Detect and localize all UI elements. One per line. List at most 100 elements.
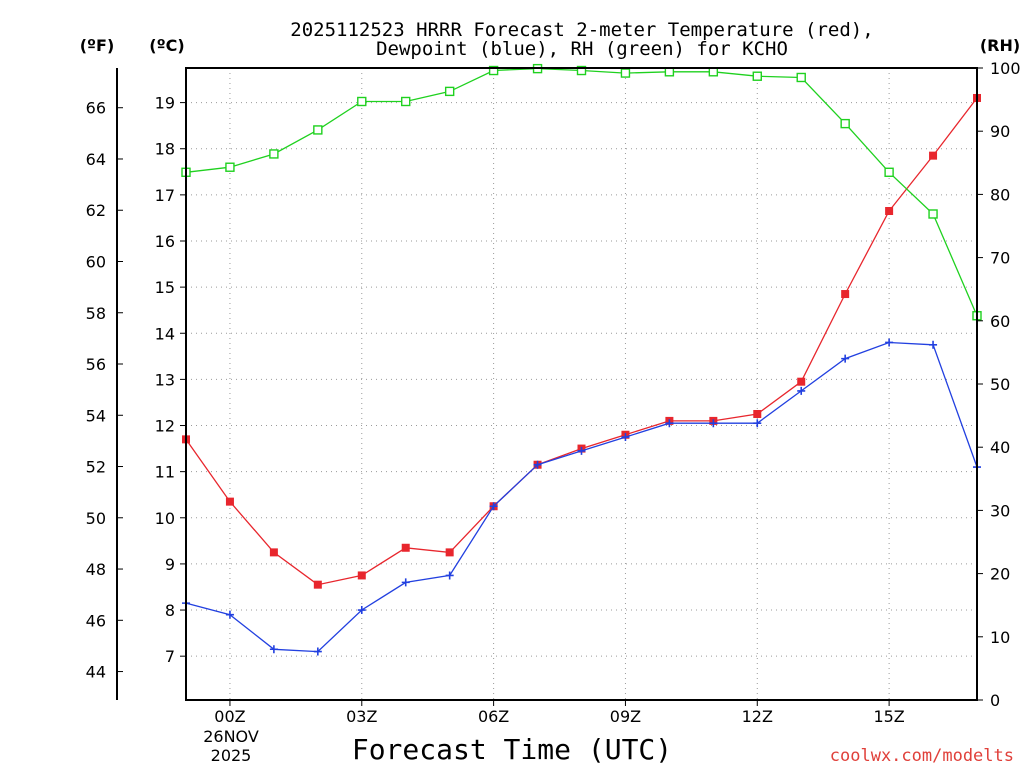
fahrenheit-tick-label: 64 [86, 150, 106, 169]
rh-point [444, 86, 455, 97]
rh-line [185, 67, 978, 316]
dewpoint-point [489, 502, 498, 511]
rh-point [225, 162, 235, 172]
dewpoint-point [401, 578, 410, 587]
temperature-point [929, 151, 938, 160]
rh-tick-label: 20 [990, 565, 1010, 584]
dewpoint-line [185, 341, 978, 653]
temperature-point [357, 571, 366, 580]
gridlines [186, 68, 977, 700]
rh-tick-label: 10 [990, 628, 1010, 647]
temperature-point [841, 290, 850, 299]
rh-tick-label: 0 [990, 691, 1000, 710]
rh-tick-label: 60 [990, 312, 1010, 331]
celsius-tick-label: 9 [165, 555, 175, 574]
temperature-point [313, 580, 322, 589]
temperature-line [185, 97, 978, 586]
chart-title-line1: 2025112523 HRRR Forecast 2-meter Tempera… [290, 19, 873, 41]
rh-point [357, 96, 367, 107]
rh-point [269, 149, 279, 159]
celsius-tick-label: 19 [155, 94, 175, 113]
celsius-tick-label: 10 [155, 509, 175, 528]
date-year-label: 2025 [211, 746, 252, 765]
fahrenheit-tick-label: 58 [86, 304, 106, 323]
dewpoint-point [885, 338, 894, 347]
rh-unit-label: (RH) [980, 36, 1020, 55]
rh-tick-label: 80 [990, 185, 1010, 204]
celsius-tick-label: 16 [155, 232, 175, 251]
rh-point [752, 71, 762, 81]
dewpoint-point [753, 419, 762, 428]
x-tick-label: 09Z [610, 707, 641, 726]
fahrenheit-tick-label: 56 [86, 355, 106, 374]
temperature-point [401, 543, 410, 552]
rh-point [313, 125, 323, 135]
celsius-tick-label: 17 [155, 186, 175, 205]
fahrenheit-tick-label: 46 [86, 611, 106, 630]
temperature-point [445, 548, 454, 557]
celsius-tick-label: 8 [165, 601, 175, 620]
x-tick-label: 00Z [214, 707, 245, 726]
dewpoint-point [665, 419, 674, 428]
temperature-point [753, 409, 762, 418]
rh-point [796, 72, 806, 83]
fahrenheit-tick-label: 66 [86, 99, 106, 118]
credit-label: coolwx.com/modelts [830, 746, 1014, 766]
celsius-unit-label: (ºC) [149, 36, 184, 55]
celsius-tick-label: 15 [155, 278, 175, 297]
celsius-tick-label: 14 [155, 324, 175, 343]
rh-tick-label: 90 [990, 122, 1010, 141]
rh-tick-label: 100 [990, 59, 1021, 78]
dewpoint-point [313, 647, 322, 656]
dewpoint-point [709, 419, 718, 428]
temperature-point [269, 548, 278, 557]
rh-point [928, 209, 938, 219]
dewpoint-point [225, 610, 234, 619]
dewpoint-point [797, 386, 806, 395]
dewpoint-point [269, 645, 278, 654]
dewpoint-point [841, 354, 850, 363]
rh-tick-label: 50 [990, 375, 1010, 394]
x-tick-label: 15Z [873, 707, 904, 726]
celsius-tick-label: 13 [155, 370, 175, 389]
x-tick-label: 06Z [478, 707, 509, 726]
dewpoint-point [533, 460, 542, 469]
date-day-label: 26NOV [203, 727, 259, 746]
dewpoint-point [577, 446, 586, 455]
fahrenheit-tick-label: 50 [86, 509, 106, 528]
rh-point [620, 68, 631, 78]
x-tick-label: 12Z [742, 707, 773, 726]
rh-point [840, 118, 850, 129]
celsius-tick-label: 7 [165, 647, 175, 666]
rh-tick-label: 30 [990, 501, 1010, 520]
dewpoint-point [929, 340, 938, 349]
axis-layer: 00Z 03Z 06Z 09Z 12Z 15Z 7 8 9 10 11 12 13 14 15 16 17 18 1… [86, 59, 1021, 726]
plot-frame [185, 67, 978, 701]
dewpoint-point [357, 606, 366, 615]
fahrenheit-unit-label: (ºF) [80, 36, 115, 55]
dewpoint-point [621, 433, 630, 442]
rh-tick-label: 70 [990, 249, 1010, 268]
celsius-tick-label: 12 [155, 417, 175, 436]
temperature-point [225, 497, 234, 506]
chart-title-line2: Dewpoint (blue), RH (green) for KCHO [376, 38, 788, 60]
x-axis-title: Forecast Time (UTC) [352, 733, 672, 766]
temperature-point [885, 207, 894, 216]
x-tick-label: 03Z [346, 707, 377, 726]
fahrenheit-tick-label: 54 [86, 406, 106, 425]
celsius-tick-label: 18 [155, 140, 175, 159]
temperature-point [797, 377, 806, 386]
fahrenheit-tick-label: 60 [86, 252, 106, 271]
dewpoint-point [445, 571, 454, 580]
fahrenheit-tick-label: 48 [86, 560, 106, 579]
celsius-tick-label: 11 [155, 463, 175, 482]
fahrenheit-tick-label: 44 [86, 663, 106, 682]
series-layer [181, 63, 982, 656]
rh-point [488, 65, 499, 76]
rh-point [884, 167, 894, 177]
rh-point [576, 65, 587, 76]
fahrenheit-tick-label: 62 [86, 201, 106, 220]
rh-point [401, 96, 411, 107]
fahrenheit-tick-label: 52 [86, 458, 106, 477]
